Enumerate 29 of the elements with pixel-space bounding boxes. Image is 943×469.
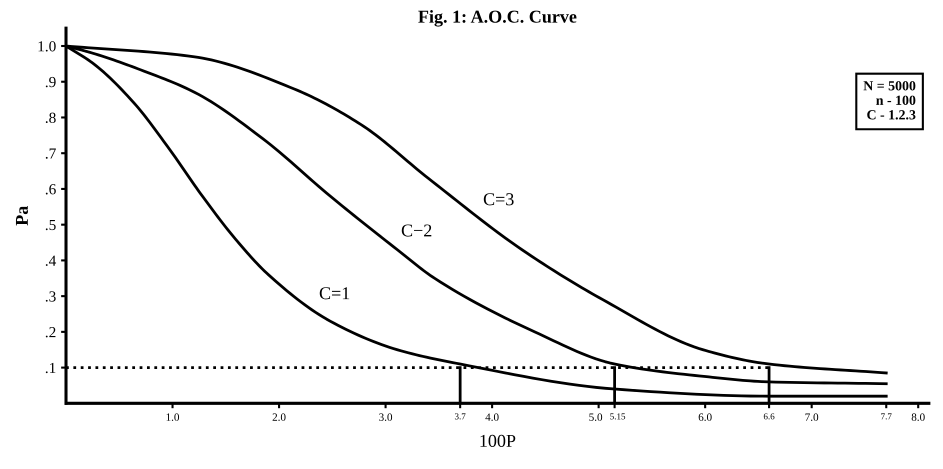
y-axis-title: Pa <box>16 206 28 226</box>
y-tick-label: .9 <box>46 76 56 88</box>
x-axis-title: 100P <box>480 434 516 447</box>
x-tick-label: 2.0 <box>272 413 286 421</box>
chart-title: Fig. 1: A.O.C. Curve <box>418 10 576 27</box>
y-tick-label: .5 <box>46 220 56 230</box>
y-tick-label: 1.0 <box>38 41 56 52</box>
series-label: C=1 <box>320 287 350 300</box>
x-tick-label: 8.0 <box>912 413 925 421</box>
x-tick-label: 6.6 <box>764 413 774 420</box>
x-tick-label: 3.0 <box>379 413 392 421</box>
y-tick-label: .2 <box>46 327 56 338</box>
x-tick-label: 4.0 <box>485 413 499 421</box>
x-tick-label: 5.15 <box>610 413 626 420</box>
series-label: C−2 <box>402 224 432 237</box>
x-tick-label: 1.0 <box>166 413 180 421</box>
x-tick-label: 3.7 <box>454 413 466 420</box>
x-tick-label: 7.7 <box>881 413 892 420</box>
y-tick-label: .1 <box>46 362 56 374</box>
x-tick-label: 6.0 <box>698 413 712 421</box>
y-tick-label: .3 <box>46 291 56 302</box>
y-tick-label: .6 <box>46 184 56 194</box>
annotation: N = 5000 n - 100 C - 1.2.3 <box>864 81 916 120</box>
x-tick-label: 7.0 <box>805 413 818 421</box>
x-tick-label: 5.0 <box>589 413 602 421</box>
series-label: C=3 <box>484 193 514 206</box>
y-tick-label: .8 <box>46 112 56 123</box>
y-tick-label: .4 <box>46 256 56 266</box>
y-tick-label: .7 <box>46 148 56 159</box>
